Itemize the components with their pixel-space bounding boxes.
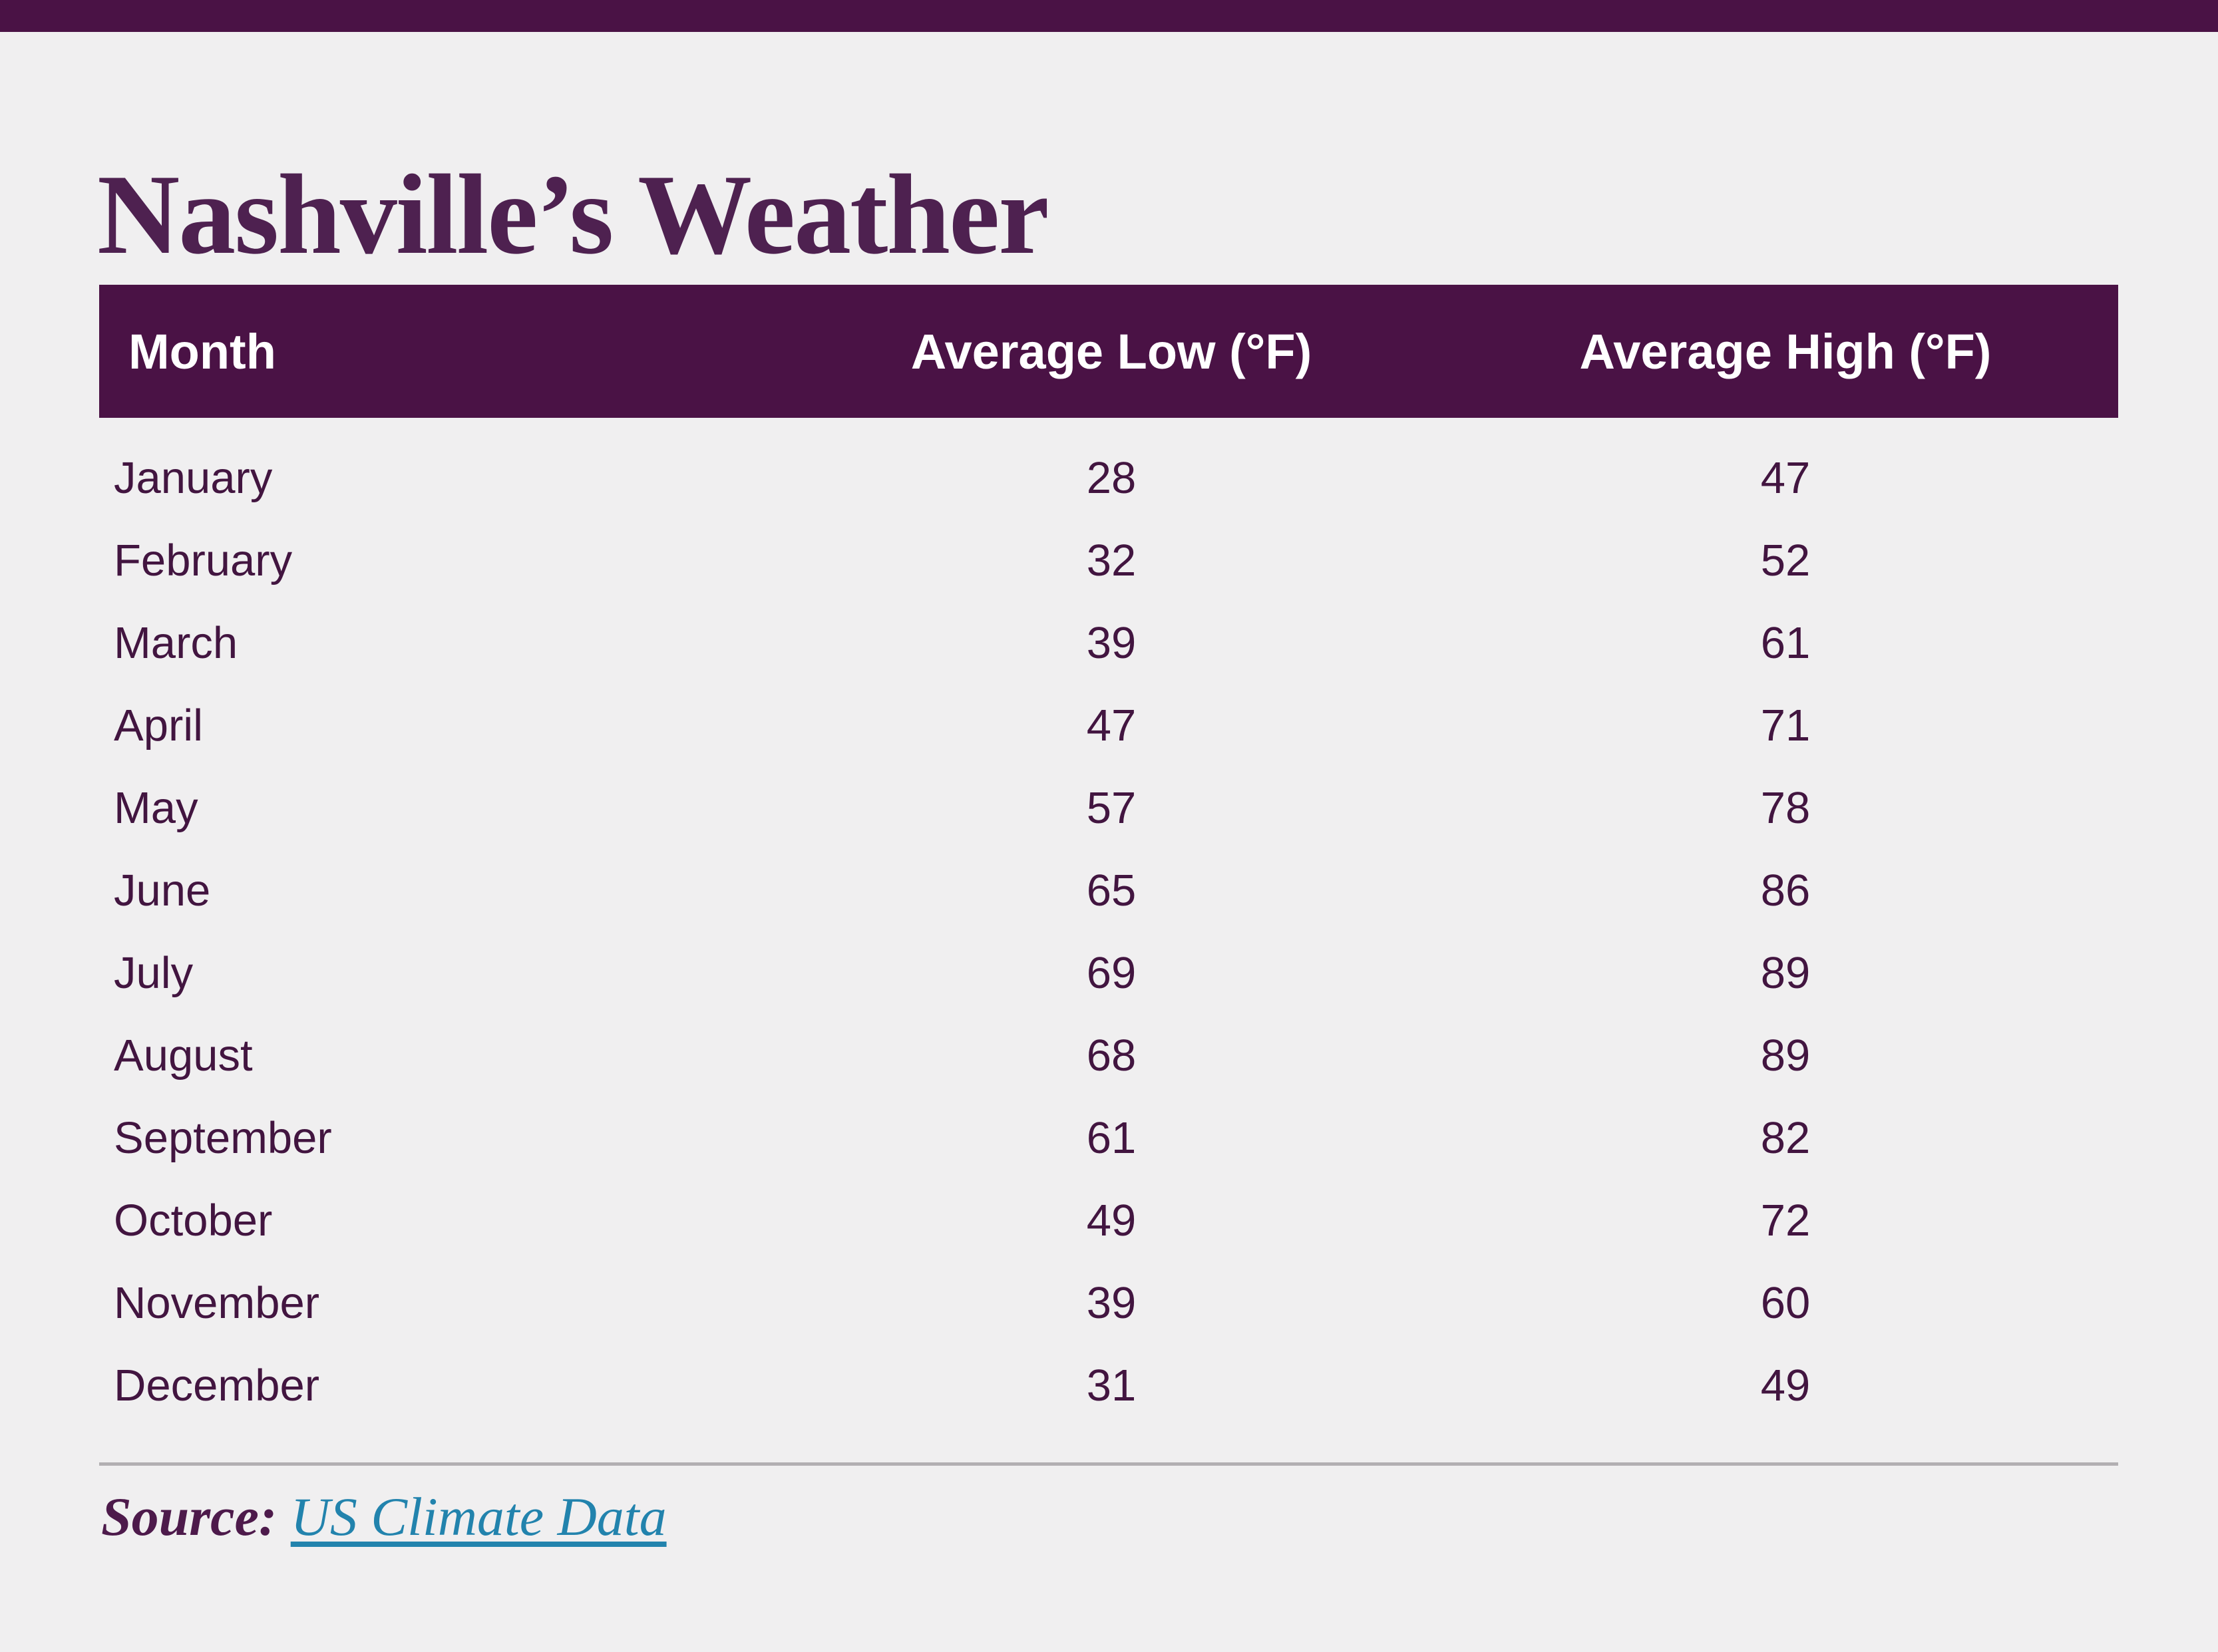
month-cell: May: [114, 782, 198, 833]
source-label: Source:: [101, 1486, 277, 1547]
table-row: April 47 71: [99, 684, 2118, 766]
month-cell: March: [114, 617, 238, 668]
table-row: November 39 60: [99, 1261, 2118, 1344]
table-row: September 61 82: [99, 1096, 2118, 1179]
table-row: May 57 78: [99, 766, 2118, 849]
table-row: June 65 86: [99, 849, 2118, 931]
high-cell: 47: [1760, 452, 1811, 503]
month-cell: June: [114, 865, 211, 915]
high-cell: 60: [1760, 1277, 1811, 1328]
high-cell: 78: [1760, 782, 1811, 833]
column-header-average-high: Average High (°F): [1579, 323, 1992, 379]
high-cell: 61: [1760, 617, 1811, 668]
table-body: January 28 47 February 32 52 March 39 61…: [99, 418, 2118, 1426]
high-cell: 89: [1760, 1030, 1811, 1080]
source-attribution: Source: US Climate Data: [101, 1486, 667, 1548]
table-row: July 69 89: [99, 931, 2118, 1014]
low-cell: 69: [1086, 947, 1137, 998]
table-row: March 39 61: [99, 601, 2118, 684]
month-cell: April: [114, 700, 204, 750]
high-cell: 86: [1760, 865, 1811, 915]
low-cell: 65: [1086, 865, 1137, 915]
weather-table: Month Average Low (°F) Average High (°F)…: [99, 285, 2118, 1426]
table-row: January 28 47: [99, 436, 2118, 519]
month-cell: November: [114, 1277, 320, 1328]
top-accent-bar: [0, 0, 2218, 32]
column-header-month: Month: [128, 323, 276, 379]
low-cell: 49: [1086, 1195, 1137, 1245]
low-cell: 28: [1086, 452, 1137, 503]
low-cell: 47: [1086, 700, 1137, 750]
low-cell: 31: [1086, 1360, 1137, 1410]
high-cell: 71: [1760, 700, 1811, 750]
source-link[interactable]: US Climate Data: [290, 1486, 667, 1547]
low-cell: 39: [1086, 1277, 1137, 1328]
column-header-average-low: Average Low (°F): [910, 323, 1312, 379]
high-cell: 72: [1760, 1195, 1811, 1245]
low-cell: 32: [1086, 535, 1137, 585]
month-cell: September: [114, 1112, 332, 1163]
low-cell: 57: [1086, 782, 1137, 833]
low-cell: 61: [1086, 1112, 1137, 1163]
high-cell: 89: [1760, 947, 1811, 998]
month-cell: February: [114, 535, 293, 585]
high-cell: 49: [1760, 1360, 1811, 1410]
month-cell: July: [114, 947, 194, 998]
month-cell: August: [114, 1030, 253, 1080]
table-row: December 31 49: [99, 1344, 2118, 1426]
table-row: October 49 72: [99, 1179, 2118, 1261]
low-cell: 39: [1086, 617, 1137, 668]
divider-line: [99, 1462, 2118, 1466]
low-cell: 68: [1086, 1030, 1137, 1080]
table-header-row: Month Average Low (°F) Average High (°F): [99, 285, 2118, 418]
page-title: Nashville’s Weather: [97, 152, 1049, 279]
month-cell: January: [114, 452, 273, 503]
month-cell: December: [114, 1360, 320, 1410]
table-row: February 32 52: [99, 519, 2118, 601]
high-cell: 82: [1760, 1112, 1811, 1163]
high-cell: 52: [1760, 535, 1811, 585]
month-cell: October: [114, 1195, 273, 1245]
table-row: August 68 89: [99, 1014, 2118, 1096]
